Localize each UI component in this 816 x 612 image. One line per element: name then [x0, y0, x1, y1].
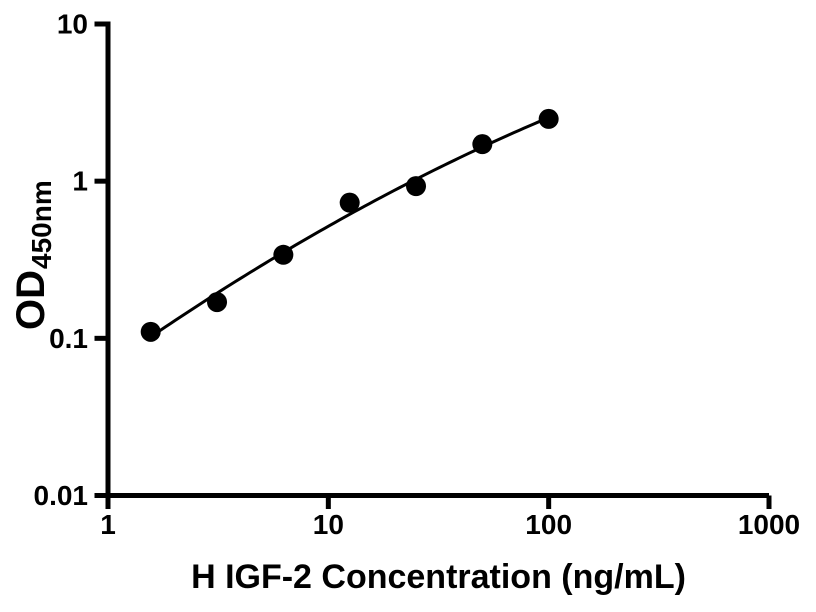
data-point [140, 321, 161, 342]
data-point [538, 108, 559, 129]
data-point [273, 244, 294, 265]
y-tick-label: 1 [72, 166, 88, 197]
y-tick-label: 0.1 [49, 323, 88, 354]
x-axis-title: H IGF-2 Concentration (ng/mL) [191, 558, 686, 596]
data-point [472, 134, 493, 155]
y-axis-tick-labels: 10 1 0.1 0.01 [34, 9, 89, 512]
x-tick-label: 10 [313, 509, 344, 540]
data-point [339, 192, 360, 213]
x-tick-label: 1 [100, 509, 116, 540]
data-points [140, 108, 559, 342]
data-point [207, 292, 228, 313]
x-tick-label: 100 [525, 509, 572, 540]
x-tick-label: 1000 [738, 509, 800, 540]
data-point [406, 176, 427, 197]
y-axis-title: OD 450nm [9, 180, 57, 330]
y-tick-label: 10 [57, 9, 88, 40]
y-tick-label: 0.01 [34, 480, 89, 511]
x-axis-tick-labels: 1 10 100 1000 [100, 509, 800, 540]
y-axis-title-subscript: 450nm [26, 180, 57, 269]
y-axis-title-main: OD [9, 270, 53, 330]
y-axis-ticks [94, 21, 108, 498]
